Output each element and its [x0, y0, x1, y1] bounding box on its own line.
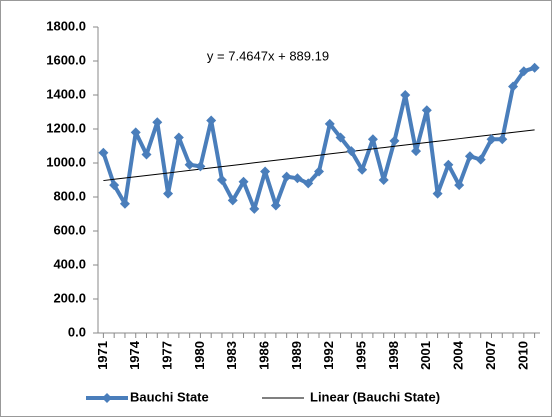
- point-marker: [421, 105, 432, 116]
- point-marker: [152, 117, 163, 128]
- x-tick-label: 1977: [160, 341, 175, 370]
- point-marker: [260, 166, 271, 177]
- y-tick-label: 200.0: [53, 290, 86, 305]
- point-marker: [303, 178, 314, 189]
- x-tick-label: 2004: [451, 340, 466, 370]
- point-marker: [367, 134, 378, 145]
- trend-equation: y = 7.4647x + 889.19: [207, 48, 329, 63]
- point-marker: [464, 151, 475, 162]
- point-marker: [335, 132, 346, 143]
- x-tick-label: 1989: [289, 341, 304, 370]
- point-marker: [195, 161, 206, 172]
- point-marker: [400, 90, 411, 100]
- point-marker: [346, 146, 357, 157]
- point-marker: [119, 198, 130, 209]
- point-marker: [443, 159, 454, 170]
- x-tick-label: 2007: [483, 341, 498, 370]
- legend-label: Linear (Bauchi State): [310, 389, 440, 404]
- point-marker: [378, 175, 389, 185]
- y-tick-label: 1800.0: [46, 18, 86, 33]
- x-tick-label: 1983: [224, 341, 239, 370]
- point-marker: [109, 180, 120, 191]
- point-marker: [518, 66, 529, 77]
- y-tick-label: 0.0: [68, 324, 86, 339]
- x-tick-label: 1998: [386, 341, 401, 370]
- point-marker: [141, 149, 152, 160]
- x-tick-label: 2001: [418, 341, 433, 370]
- y-tick-label: 800.0: [53, 188, 86, 203]
- point-marker: [389, 135, 400, 146]
- x-tick-label: 1980: [192, 341, 207, 370]
- point-marker: [314, 166, 324, 177]
- point-marker: [163, 188, 174, 199]
- trend-line: [103, 129, 535, 182]
- point-marker: [324, 118, 335, 129]
- point-marker: [508, 81, 519, 92]
- point-marker: [173, 132, 184, 143]
- y-tick-label: 1400.0: [46, 86, 86, 101]
- point-marker: [486, 134, 497, 145]
- x-tick-label: 1986: [257, 341, 272, 370]
- point-marker: [281, 171, 292, 182]
- x-tick-label: 2010: [515, 341, 530, 370]
- point-marker: [357, 164, 368, 175]
- y-tick-label: 1000.0: [46, 154, 86, 169]
- y-tick-label: 1600.0: [46, 52, 86, 67]
- point-marker: [432, 188, 443, 199]
- point-marker: [98, 147, 109, 158]
- x-tick-label: 1995: [354, 341, 369, 370]
- point-marker: [238, 176, 249, 187]
- x-tick-label: 1974: [127, 340, 142, 370]
- point-marker: [454, 180, 465, 191]
- x-tick-label: 1971: [95, 341, 110, 370]
- point-marker: [206, 115, 217, 126]
- point-marker: [130, 127, 141, 138]
- point-marker: [270, 200, 281, 211]
- point-marker: [184, 159, 195, 170]
- point-marker: [216, 175, 227, 185]
- point-marker: [411, 146, 422, 157]
- point-marker: [227, 195, 238, 206]
- point-marker: [292, 173, 303, 184]
- legend-label: Bauchi State: [130, 389, 209, 404]
- y-tick-label: 600.0: [53, 222, 86, 237]
- point-marker: [249, 203, 260, 214]
- point-marker: [529, 62, 540, 73]
- x-tick-label: 1992: [321, 341, 336, 370]
- point-marker: [475, 154, 486, 165]
- point-marker: [497, 134, 508, 145]
- y-tick-label: 1200.0: [46, 120, 86, 135]
- legend-marker: [102, 393, 112, 403]
- y-tick-label: 400.0: [53, 256, 86, 271]
